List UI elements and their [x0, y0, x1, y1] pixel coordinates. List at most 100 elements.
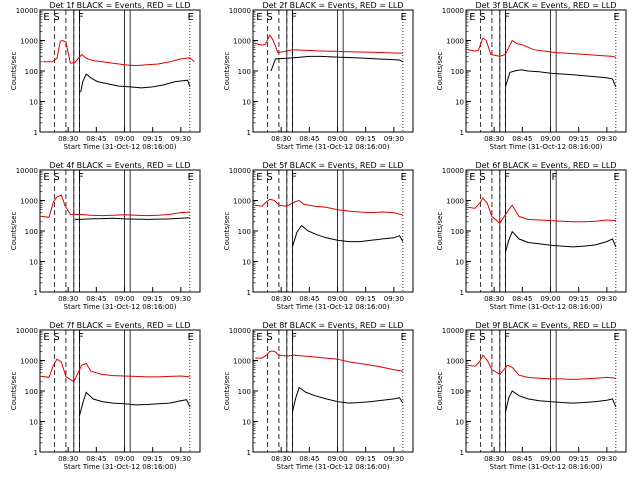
x-tick-label: 08:30 — [484, 455, 504, 463]
lld-series-line — [468, 37, 617, 58]
x-tick-label: 09:15 — [569, 135, 589, 143]
x-tick-label: 09:30 — [597, 135, 617, 143]
x-axis-label: Start Time (31-Oct-12 08:16:00) — [490, 143, 603, 151]
panel-det-3: Det 3f BLACK = Events, RED = LLD 1 10 100 10… — [436, 1, 627, 151]
interval-marker-label: S — [479, 332, 485, 343]
panel-det-2: Det 2f BLACK = Events, RED = LLD 1 10 100 10… — [223, 1, 414, 151]
interval-marker-label: E — [613, 172, 619, 183]
panel-title: Det 5f BLACK = Events, RED = LLD — [262, 161, 403, 170]
y-tick-label: 1000 — [233, 198, 251, 206]
interval-marker-label: E — [256, 332, 262, 343]
interval-marker-label: E — [43, 172, 49, 183]
y-tick-label: 1 — [460, 129, 464, 137]
y-tick-label: 10 — [242, 259, 251, 267]
x-tick-label: 09:00 — [540, 455, 560, 463]
lld-series-line — [42, 194, 190, 218]
x-axis-label: Start Time (31-Oct-12 08:16:00) — [64, 463, 177, 471]
interval-marker-label: E — [469, 12, 475, 23]
interval-marker-label: F — [291, 172, 297, 183]
plot-frame — [252, 9, 414, 133]
x-axis-label: Start Time (31-Oct-12 08:16:00) — [277, 463, 390, 471]
x-tick-label: 09:00 — [327, 455, 347, 463]
events-series-line — [291, 224, 404, 248]
x-tick-label: 09:15 — [143, 135, 163, 143]
interval-marker-label: E — [400, 172, 406, 183]
y-tick-label: 10000 — [442, 7, 464, 15]
x-axis-label: Start Time (31-Oct-12 08:16:00) — [64, 143, 177, 151]
interval-marker-label: F — [78, 12, 84, 23]
interval-marker-label: E — [187, 12, 193, 23]
panel-title: Det 7f BLACK = Events, RED = LLD — [49, 321, 190, 330]
y-tick-label: 10000 — [442, 167, 464, 175]
panel-title: Det 4f BLACK = Events, RED = LLD — [49, 161, 190, 170]
x-tick-label: 09:30 — [597, 295, 617, 303]
x-tick-label: 09:30 — [384, 295, 404, 303]
y-tick-label: 1000 — [20, 358, 38, 366]
events-series-line — [74, 217, 190, 220]
x-tick-label: 09:30 — [171, 455, 191, 463]
interval-marker-label: E — [43, 332, 49, 343]
y-axis-label: Counts/sec — [223, 212, 231, 251]
x-tick-label: 08:30 — [271, 455, 291, 463]
interval-marker-label: S — [479, 172, 485, 183]
y-tick-label: 10 — [455, 99, 464, 107]
y-tick-label: 1 — [460, 289, 464, 297]
y-axis-label: Counts/sec — [10, 52, 18, 91]
x-tick-label: 08:45 — [512, 455, 532, 463]
interval-marker-label: E — [613, 332, 619, 343]
interval-marker-label: E — [469, 172, 475, 183]
interval-marker-label: F — [78, 172, 84, 183]
interval-marker-label: E — [400, 332, 406, 343]
interval-marker-label: S — [479, 12, 485, 23]
y-tick-label: 1000 — [446, 198, 464, 206]
panel-det-8: Det 8f BLACK = Events, RED = LLD 1 10 100 10… — [223, 321, 414, 471]
x-tick-label: 09:00 — [540, 295, 560, 303]
plot-frame — [39, 329, 201, 453]
x-axis-label: Start Time (31-Oct-12 08:16:00) — [64, 303, 177, 311]
y-axis-label: Counts/sec — [10, 212, 18, 251]
interval-marker-label: F — [291, 332, 297, 343]
interval-marker-label: E — [43, 12, 49, 23]
y-tick-label: 100 — [25, 68, 38, 76]
x-tick-label: 09:00 — [114, 295, 134, 303]
x-tick-label: 08:30 — [484, 135, 504, 143]
events-series-line — [78, 391, 191, 417]
interval-marker-label: F — [504, 12, 510, 23]
x-axis-label: Start Time (31-Oct-12 08:16:00) — [490, 303, 603, 311]
y-tick-label: 10000 — [16, 327, 38, 335]
interval-marker-label: F — [504, 172, 510, 183]
plot-frame — [252, 169, 414, 293]
interval-marker-label: S — [266, 172, 272, 183]
y-tick-label: 10000 — [229, 167, 251, 175]
y-tick-label: 10 — [29, 259, 38, 267]
plot-frame — [465, 169, 627, 293]
y-axis-label: Counts/sec — [10, 372, 18, 411]
x-tick-label: 08:30 — [58, 295, 78, 303]
interval-marker-label: E — [187, 172, 193, 183]
x-tick-label: 09:15 — [143, 295, 163, 303]
interval-marker-label: E — [400, 12, 406, 23]
events-series-line — [270, 55, 404, 72]
x-tick-label: 08:45 — [299, 455, 319, 463]
x-tick-label: 09:00 — [327, 295, 347, 303]
y-tick-label: 1000 — [446, 358, 464, 366]
x-tick-label: 09:15 — [356, 295, 376, 303]
x-axis-label: Start Time (31-Oct-12 08:16:00) — [490, 463, 603, 471]
panel-title: Det 6f BLACK = Events, RED = LLD — [475, 161, 616, 170]
x-tick-label: 09:30 — [384, 455, 404, 463]
x-tick-label: 09:15 — [569, 295, 589, 303]
y-tick-label: 1 — [247, 289, 251, 297]
events-series-line — [80, 73, 191, 93]
x-tick-label: 08:45 — [86, 295, 106, 303]
panel-det-6: Det 6f BLACK = Events, RED = LLD 1 10 100 10… — [436, 161, 627, 311]
lld-series-line — [468, 354, 616, 380]
x-tick-label: 08:45 — [86, 455, 106, 463]
events-series-line — [504, 69, 617, 88]
x-tick-label: 09:30 — [384, 135, 404, 143]
x-tick-label: 08:45 — [86, 135, 106, 143]
y-tick-label: 10 — [242, 99, 251, 107]
y-tick-label: 10000 — [16, 7, 38, 15]
plot-frame — [39, 9, 201, 133]
panel-title: Det 8f BLACK = Events, RED = LLD — [262, 321, 403, 330]
